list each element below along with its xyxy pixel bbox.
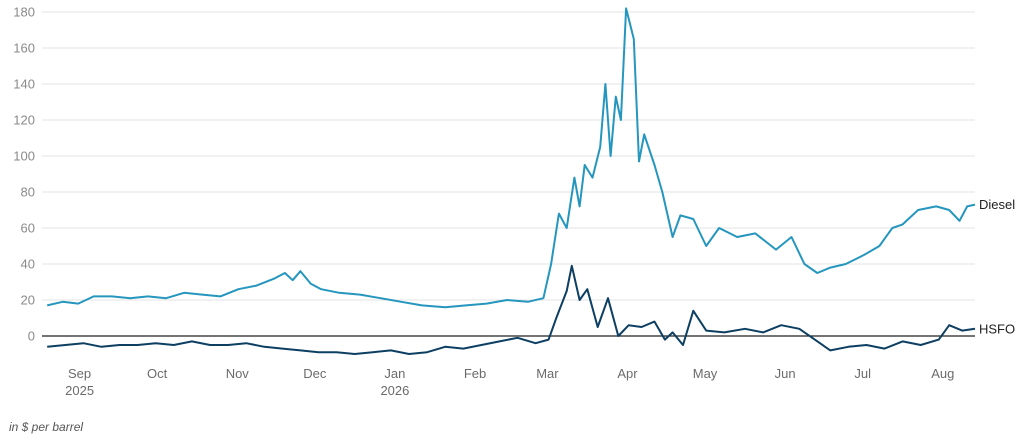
x-tick-year-label: 2026 bbox=[380, 383, 409, 398]
price-spread-line-chart: 0 20 40 60 80 100 120 140 160 180 Sep 2025 Oct Nov De… bbox=[13, 5, 1015, 399]
hsfo-series-label: HSFO bbox=[979, 321, 1015, 336]
diesel-series-line bbox=[46, 7, 976, 309]
x-tick-label: Dec bbox=[303, 366, 327, 381]
x-tick-label: Apr bbox=[617, 366, 638, 381]
x-tick-label: Jun bbox=[775, 366, 796, 381]
y-tick-label: 40 bbox=[21, 257, 35, 272]
y-tick-label: 20 bbox=[21, 293, 35, 308]
y-tick-label: 60 bbox=[21, 221, 35, 236]
x-tick-year-label: 2025 bbox=[65, 383, 94, 398]
hsfo-series-line bbox=[47, 264, 976, 355]
y-tick-label: 120 bbox=[13, 113, 35, 128]
x-tick-label: Jan bbox=[384, 366, 405, 381]
y-tick-label: 140 bbox=[13, 77, 35, 92]
x-tick-label: Jul bbox=[854, 366, 871, 381]
unit-note: in $ per barrel bbox=[9, 420, 84, 434]
diesel-series-label: Diesel bbox=[979, 197, 1015, 212]
x-tick-label: Aug bbox=[931, 366, 954, 381]
x-tick-label: May bbox=[693, 366, 718, 381]
x-tick-label: Oct bbox=[147, 366, 168, 381]
y-tick-label: 160 bbox=[13, 41, 35, 56]
gridlines bbox=[42, 11, 975, 301]
series-labels: Diesel HSFO bbox=[979, 197, 1015, 336]
y-axis-tick-labels: 0 20 40 60 80 100 120 140 160 180 bbox=[13, 5, 35, 344]
x-tick-label: Mar bbox=[536, 366, 559, 381]
x-axis-tick-labels: Sep 2025 Oct Nov Dec Jan 2026 Feb Mar Apr May Jun Ju… bbox=[65, 366, 954, 398]
series-lines bbox=[46, 7, 976, 355]
y-tick-label: 80 bbox=[21, 185, 35, 200]
x-tick-label: Sep bbox=[68, 366, 91, 381]
y-tick-label: 0 bbox=[28, 329, 35, 344]
y-tick-label: 180 bbox=[13, 5, 35, 20]
y-tick-label: 100 bbox=[13, 149, 35, 164]
x-tick-label: Nov bbox=[226, 366, 250, 381]
x-tick-label: Feb bbox=[464, 366, 486, 381]
